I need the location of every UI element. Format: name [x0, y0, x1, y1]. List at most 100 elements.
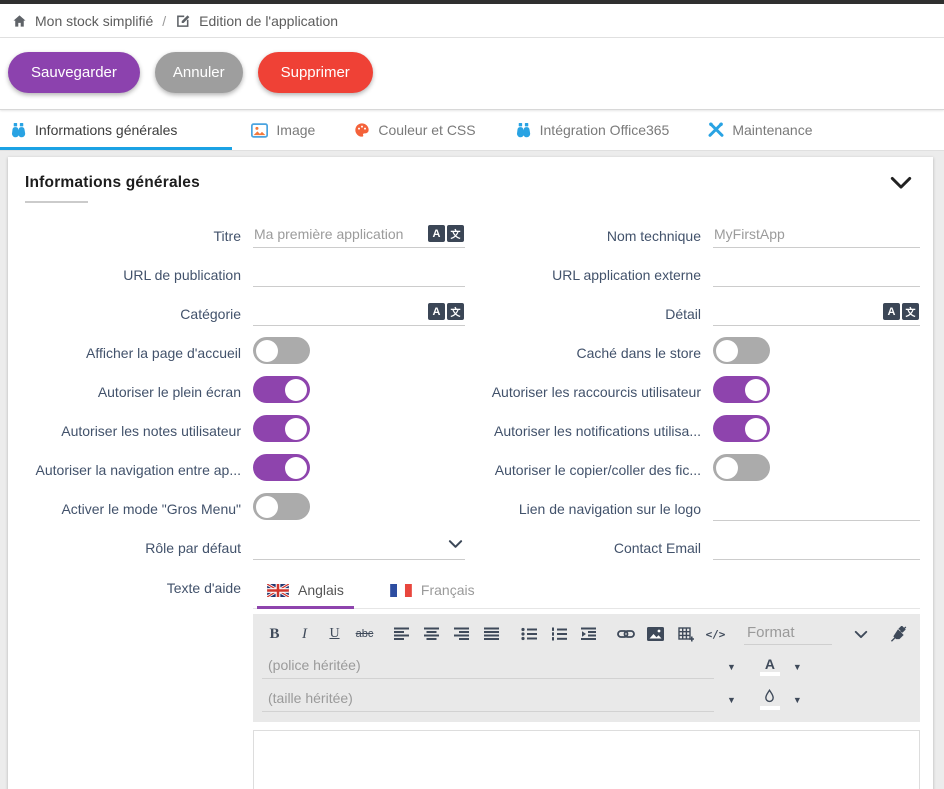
texte-aide-row: Texte d'aide Anglais Français	[8, 567, 933, 609]
cache-store-toggle[interactable]	[713, 337, 770, 364]
role-defaut-label: Rôle par défaut	[145, 539, 241, 556]
font-size-dropdown-arrow-icon[interactable]: ▼	[727, 694, 736, 705]
translate-icon[interactable]: A 文	[428, 225, 464, 242]
save-button[interactable]: Sauvegarder	[8, 52, 140, 93]
font-size-select[interactable]: (taille héritée)	[262, 687, 714, 712]
role-defaut-select[interactable]	[253, 534, 465, 560]
chevron-down-icon[interactable]	[854, 630, 868, 639]
plein-ecran-label: Autoriser le plein écran	[97, 383, 241, 400]
editor-toolbar: B I U abc	[253, 614, 920, 722]
breadcrumb-current: Edition de l'application	[175, 12, 338, 29]
tab-informations-generales[interactable]: Informations générales	[0, 110, 233, 150]
translate-icon[interactable]: A 文	[883, 303, 919, 320]
font-family-select[interactable]: (police héritée)	[262, 654, 714, 679]
background-color-dropdown-arrow-icon[interactable]: ▼	[792, 694, 802, 705]
font-family-dropdown-arrow-icon[interactable]: ▼	[727, 661, 736, 672]
collapse-section-chevron-icon[interactable]	[890, 176, 912, 190]
translate-lang-badge: 文	[447, 303, 464, 320]
language-tab-anglais[interactable]: Anglais	[257, 575, 354, 609]
strikethrough-button[interactable]: abc	[355, 628, 374, 640]
form-row: Afficher la page d'accueil Caché dans le…	[8, 333, 933, 372]
form-row: Autoriser la navigation entre ap... Auto…	[8, 450, 933, 489]
navigation-apps-toggle[interactable]	[253, 454, 310, 481]
font-color-dropdown-arrow-icon[interactable]: ▼	[792, 661, 802, 672]
insert-image-button[interactable]	[643, 622, 668, 646]
form-row: Rôle par défaut Contact Email	[8, 528, 933, 567]
section-title-rule	[25, 201, 88, 203]
breadcrumb-current-label: Edition de l'application	[199, 12, 339, 29]
tab-label: Informations générales	[35, 122, 178, 138]
notes-label: Autoriser les notes utilisateur	[61, 422, 241, 439]
raccourcis-toggle[interactable]	[713, 376, 770, 403]
edit-icon	[175, 12, 192, 29]
numbered-list-button[interactable]	[546, 622, 571, 646]
form-row: Activer le mode "Gros Menu" Lien de navi…	[8, 489, 933, 528]
copier-coller-label: Autoriser le copier/coller des fic...	[494, 461, 701, 478]
format-select-label: Format	[747, 624, 795, 641]
align-center-button[interactable]	[419, 622, 444, 646]
gros-menu-toggle[interactable]	[253, 493, 310, 520]
tab-image[interactable]: Image	[238, 110, 328, 150]
italic-button[interactable]: I	[302, 625, 307, 642]
detail-label: Détail	[665, 305, 701, 322]
format-select[interactable]: Format	[744, 623, 832, 645]
translate-lang-badge: 文	[447, 225, 464, 242]
align-left-button[interactable]	[389, 622, 414, 646]
contact-email-label: Contact Email	[613, 539, 701, 556]
delete-button[interactable]: Supprimer	[257, 52, 373, 93]
translate-a-badge: A	[428, 303, 445, 320]
bold-button[interactable]: B	[269, 625, 280, 642]
editor-content-area[interactable]	[253, 730, 920, 789]
cancel-button[interactable]: Annuler	[154, 52, 243, 93]
font-family-placeholder: (police héritée)	[268, 657, 361, 673]
tab-couleur-css[interactable]: Couleur et CSS	[341, 110, 488, 150]
titre-label: Titre	[213, 227, 241, 244]
translate-icon[interactable]: A 文	[428, 303, 464, 320]
justify-button[interactable]	[479, 622, 504, 646]
afficher-accueil-toggle[interactable]	[253, 337, 310, 364]
actions-bar: Sauvegarder Annuler Supprimer	[0, 38, 944, 110]
underline-button[interactable]: U	[329, 626, 340, 641]
background-color-swatch	[759, 706, 780, 710]
tab-maintenance[interactable]: Maintenance	[695, 110, 825, 150]
insert-table-button[interactable]	[673, 622, 698, 646]
contact-email-input[interactable]	[713, 534, 920, 560]
france-flag-icon	[390, 583, 412, 597]
page-background: Informations générales Titre A 文 Nom tec…	[0, 151, 944, 789]
breadcrumb-home[interactable]: Mon stock simplifié	[11, 13, 153, 29]
nom-technique-input[interactable]	[713, 222, 920, 248]
language-tab-label: Français	[420, 582, 475, 598]
translate-a-badge: A	[883, 303, 900, 320]
url-publication-input[interactable]	[253, 261, 465, 287]
code-view-button[interactable]: </>	[705, 627, 726, 641]
binoculars-icon	[11, 122, 26, 137]
background-color-button[interactable]	[759, 688, 780, 710]
translate-lang-badge: 文	[902, 303, 919, 320]
font-size-placeholder: (taille héritée)	[268, 690, 353, 706]
translate-a-badge: A	[428, 225, 445, 242]
tab-label: Intégration Office365	[539, 122, 670, 138]
bullet-list-button[interactable]	[516, 622, 541, 646]
form-row: Autoriser les notes utilisateur Autorise…	[8, 411, 933, 450]
lien-logo-input[interactable]	[713, 495, 920, 521]
font-color-swatch	[759, 672, 780, 676]
indent-button[interactable]	[576, 622, 601, 646]
url-externe-label: URL application externe	[552, 266, 701, 283]
breadcrumb-separator: /	[162, 12, 167, 29]
notifications-label: Autoriser les notifications utilisa...	[494, 422, 701, 439]
uk-flag-icon	[267, 583, 289, 597]
insert-link-button[interactable]	[613, 622, 638, 646]
copier-coller-toggle[interactable]	[713, 454, 770, 481]
font-color-button[interactable]: A	[759, 656, 780, 676]
font-color-a-icon: A	[764, 656, 775, 672]
notes-toggle[interactable]	[253, 415, 310, 442]
notifications-toggle[interactable]	[713, 415, 770, 442]
url-publication-label: URL de publication	[123, 266, 241, 283]
align-right-button[interactable]	[449, 622, 474, 646]
language-tab-francais[interactable]: Français	[380, 575, 485, 609]
url-externe-input[interactable]	[713, 261, 920, 287]
clear-format-button[interactable]	[886, 622, 911, 646]
tab-integration-office365[interactable]: Intégration Office365	[502, 110, 683, 150]
cache-store-label: Caché dans le store	[576, 344, 701, 361]
plein-ecran-toggle[interactable]	[253, 376, 310, 403]
